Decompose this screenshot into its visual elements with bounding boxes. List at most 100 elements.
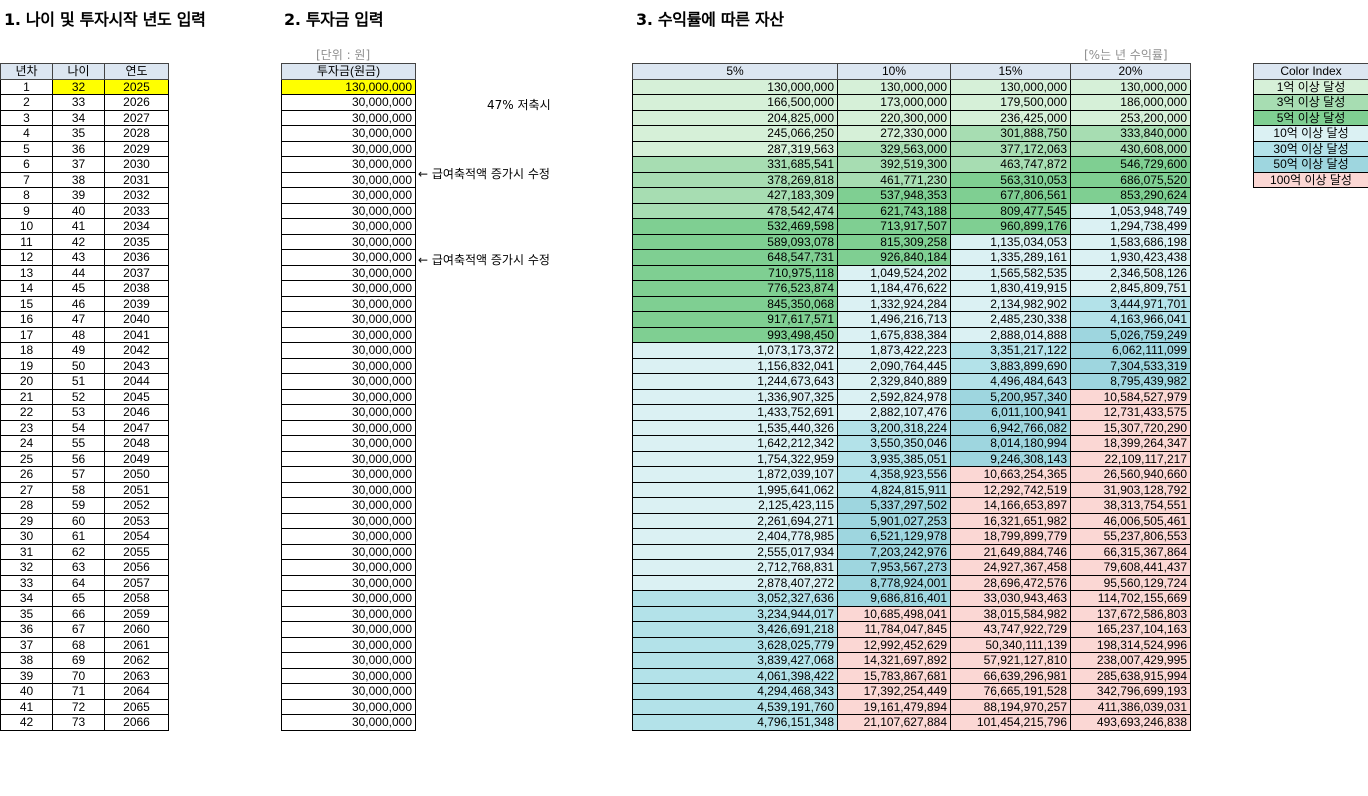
asset-cell-rate-3[interactable]: 301,888,750: [950, 125, 1071, 142]
investment-cell[interactable]: 30,000,000: [281, 652, 416, 669]
investment-cell[interactable]: 30,000,000: [281, 450, 416, 467]
asset-cell-rate-3[interactable]: 16,321,651,982: [950, 512, 1071, 529]
asset-cell-rate-1[interactable]: 3,052,327,636: [632, 590, 838, 607]
asset-cell-rate-2[interactable]: 11,784,047,845: [837, 621, 951, 638]
year-cell[interactable]: 2027: [104, 109, 169, 126]
asset-cell-rate-4[interactable]: 686,075,520: [1070, 171, 1191, 188]
asset-cell-rate-2[interactable]: 329,563,000: [837, 140, 951, 157]
asset-cell-rate-3[interactable]: 1,135,034,053: [950, 233, 1071, 250]
age-cell[interactable]: 59: [52, 497, 105, 514]
asset-cell-rate-1[interactable]: 917,617,571: [632, 311, 838, 328]
age-cell[interactable]: 38: [52, 171, 105, 188]
asset-cell-rate-2[interactable]: 2,329,840,889: [837, 373, 951, 390]
age-cell[interactable]: 42: [52, 233, 105, 250]
asset-cell-rate-2[interactable]: 5,901,027,253: [837, 512, 951, 529]
asset-cell-rate-4[interactable]: 186,000,000: [1070, 94, 1191, 111]
investment-cell[interactable]: 30,000,000: [281, 404, 416, 421]
asset-cell-rate-2[interactable]: 1,873,422,223: [837, 342, 951, 359]
asset-cell-rate-1[interactable]: 776,523,874: [632, 280, 838, 297]
asset-cell-rate-2[interactable]: 220,300,000: [837, 109, 951, 126]
year-cell[interactable]: 2033: [104, 202, 169, 219]
asset-cell-rate-4[interactable]: 15,307,720,290: [1070, 419, 1191, 436]
age-cell[interactable]: 34: [52, 109, 105, 126]
investment-cell[interactable]: 30,000,000: [281, 140, 416, 157]
asset-cell-rate-4[interactable]: 95,560,129,724: [1070, 574, 1191, 591]
asset-cell-rate-3[interactable]: 809,477,545: [950, 202, 1071, 219]
year-cell[interactable]: 2064: [104, 683, 169, 700]
asset-cell-rate-3[interactable]: 1,335,289,161: [950, 249, 1071, 266]
asset-cell-rate-3[interactable]: 2,134,982,902: [950, 295, 1071, 312]
asset-cell-rate-4[interactable]: 137,672,586,803: [1070, 605, 1191, 622]
asset-cell-rate-1[interactable]: 3,234,944,017: [632, 605, 838, 622]
asset-cell-rate-2[interactable]: 2,592,824,978: [837, 388, 951, 405]
asset-cell-rate-2[interactable]: 9,686,816,401: [837, 590, 951, 607]
age-cell[interactable]: 46: [52, 295, 105, 312]
asset-cell-rate-3[interactable]: 4,496,484,643: [950, 373, 1071, 390]
asset-cell-rate-2[interactable]: 621,743,188: [837, 202, 951, 219]
year-cell[interactable]: 2037: [104, 264, 169, 281]
year-cell[interactable]: 2063: [104, 667, 169, 684]
asset-cell-rate-2[interactable]: 8,778,924,001: [837, 574, 951, 591]
investment-cell[interactable]: 30,000,000: [281, 481, 416, 498]
asset-cell-rate-2[interactable]: 130,000,000: [837, 78, 951, 95]
asset-cell-rate-3[interactable]: 130,000,000: [950, 78, 1071, 95]
asset-cell-rate-1[interactable]: 1,073,173,372: [632, 342, 838, 359]
asset-cell-rate-4[interactable]: 853,290,624: [1070, 187, 1191, 204]
year-cell[interactable]: 2032: [104, 187, 169, 204]
asset-cell-rate-1[interactable]: 1,244,673,643: [632, 373, 838, 390]
year-cell[interactable]: 2053: [104, 512, 169, 529]
year-cell[interactable]: 2052: [104, 497, 169, 514]
investment-cell[interactable]: 30,000,000: [281, 233, 416, 250]
asset-cell-rate-4[interactable]: 342,796,699,193: [1070, 683, 1191, 700]
investment-cell[interactable]: 30,000,000: [281, 171, 416, 188]
asset-cell-rate-1[interactable]: 2,712,768,831: [632, 559, 838, 576]
asset-cell-rate-3[interactable]: 10,663,254,365: [950, 466, 1071, 483]
investment-cell[interactable]: 30,000,000: [281, 264, 416, 281]
investment-cell[interactable]: 30,000,000: [281, 574, 416, 591]
age-cell[interactable]: 61: [52, 528, 105, 545]
asset-cell-rate-2[interactable]: 537,948,353: [837, 187, 951, 204]
asset-cell-rate-4[interactable]: 22,109,117,217: [1070, 450, 1191, 467]
year-cell[interactable]: 2056: [104, 559, 169, 576]
investment-cell[interactable]: 30,000,000: [281, 714, 416, 731]
asset-cell-rate-3[interactable]: 12,292,742,519: [950, 481, 1071, 498]
asset-cell-rate-1[interactable]: 532,469,598: [632, 218, 838, 235]
asset-cell-rate-2[interactable]: 3,550,350,046: [837, 435, 951, 452]
year-cell[interactable]: 2041: [104, 326, 169, 343]
asset-cell-rate-3[interactable]: 2,888,014,888: [950, 326, 1071, 343]
age-cell[interactable]: 64: [52, 574, 105, 591]
investment-cell[interactable]: 30,000,000: [281, 156, 416, 173]
asset-cell-rate-4[interactable]: 8,795,439,982: [1070, 373, 1191, 390]
asset-cell-rate-4[interactable]: 66,315,367,864: [1070, 543, 1191, 560]
asset-cell-rate-1[interactable]: 1,433,752,691: [632, 404, 838, 421]
investment-cell[interactable]: 30,000,000: [281, 218, 416, 235]
investment-cell[interactable]: 30,000,000: [281, 295, 416, 312]
year-cell[interactable]: 2030: [104, 156, 169, 173]
year-cell[interactable]: 2044: [104, 373, 169, 390]
age-cell[interactable]: 60: [52, 512, 105, 529]
asset-cell-rate-4[interactable]: 285,638,915,994: [1070, 667, 1191, 684]
asset-cell-rate-1[interactable]: 648,547,731: [632, 249, 838, 266]
asset-cell-rate-2[interactable]: 21,107,627,884: [837, 714, 951, 731]
asset-cell-rate-2[interactable]: 1,496,216,713: [837, 311, 951, 328]
investment-cell[interactable]: 30,000,000: [281, 109, 416, 126]
asset-cell-rate-2[interactable]: 2,090,764,445: [837, 357, 951, 374]
asset-cell-rate-4[interactable]: 493,693,246,838: [1070, 714, 1191, 731]
asset-cell-rate-4[interactable]: 238,007,429,995: [1070, 652, 1191, 669]
age-cell[interactable]: 40: [52, 202, 105, 219]
investment-cell[interactable]: 30,000,000: [281, 466, 416, 483]
asset-cell-rate-4[interactable]: 10,584,527,979: [1070, 388, 1191, 405]
asset-cell-rate-4[interactable]: 253,200,000: [1070, 109, 1191, 126]
age-cell[interactable]: 73: [52, 714, 105, 731]
age-cell[interactable]: 44: [52, 264, 105, 281]
asset-cell-rate-1[interactable]: 2,404,778,985: [632, 528, 838, 545]
asset-cell-rate-4[interactable]: 2,845,809,751: [1070, 280, 1191, 297]
asset-cell-rate-1[interactable]: 478,542,474: [632, 202, 838, 219]
asset-cell-rate-4[interactable]: 130,000,000: [1070, 78, 1191, 95]
asset-cell-rate-4[interactable]: 1,583,686,198: [1070, 233, 1191, 250]
asset-cell-rate-4[interactable]: 1,930,423,438: [1070, 249, 1191, 266]
asset-cell-rate-1[interactable]: 4,061,398,422: [632, 667, 838, 684]
asset-cell-rate-3[interactable]: 33,030,943,463: [950, 590, 1071, 607]
asset-cell-rate-3[interactable]: 563,310,053: [950, 171, 1071, 188]
year-cell[interactable]: 2029: [104, 140, 169, 157]
